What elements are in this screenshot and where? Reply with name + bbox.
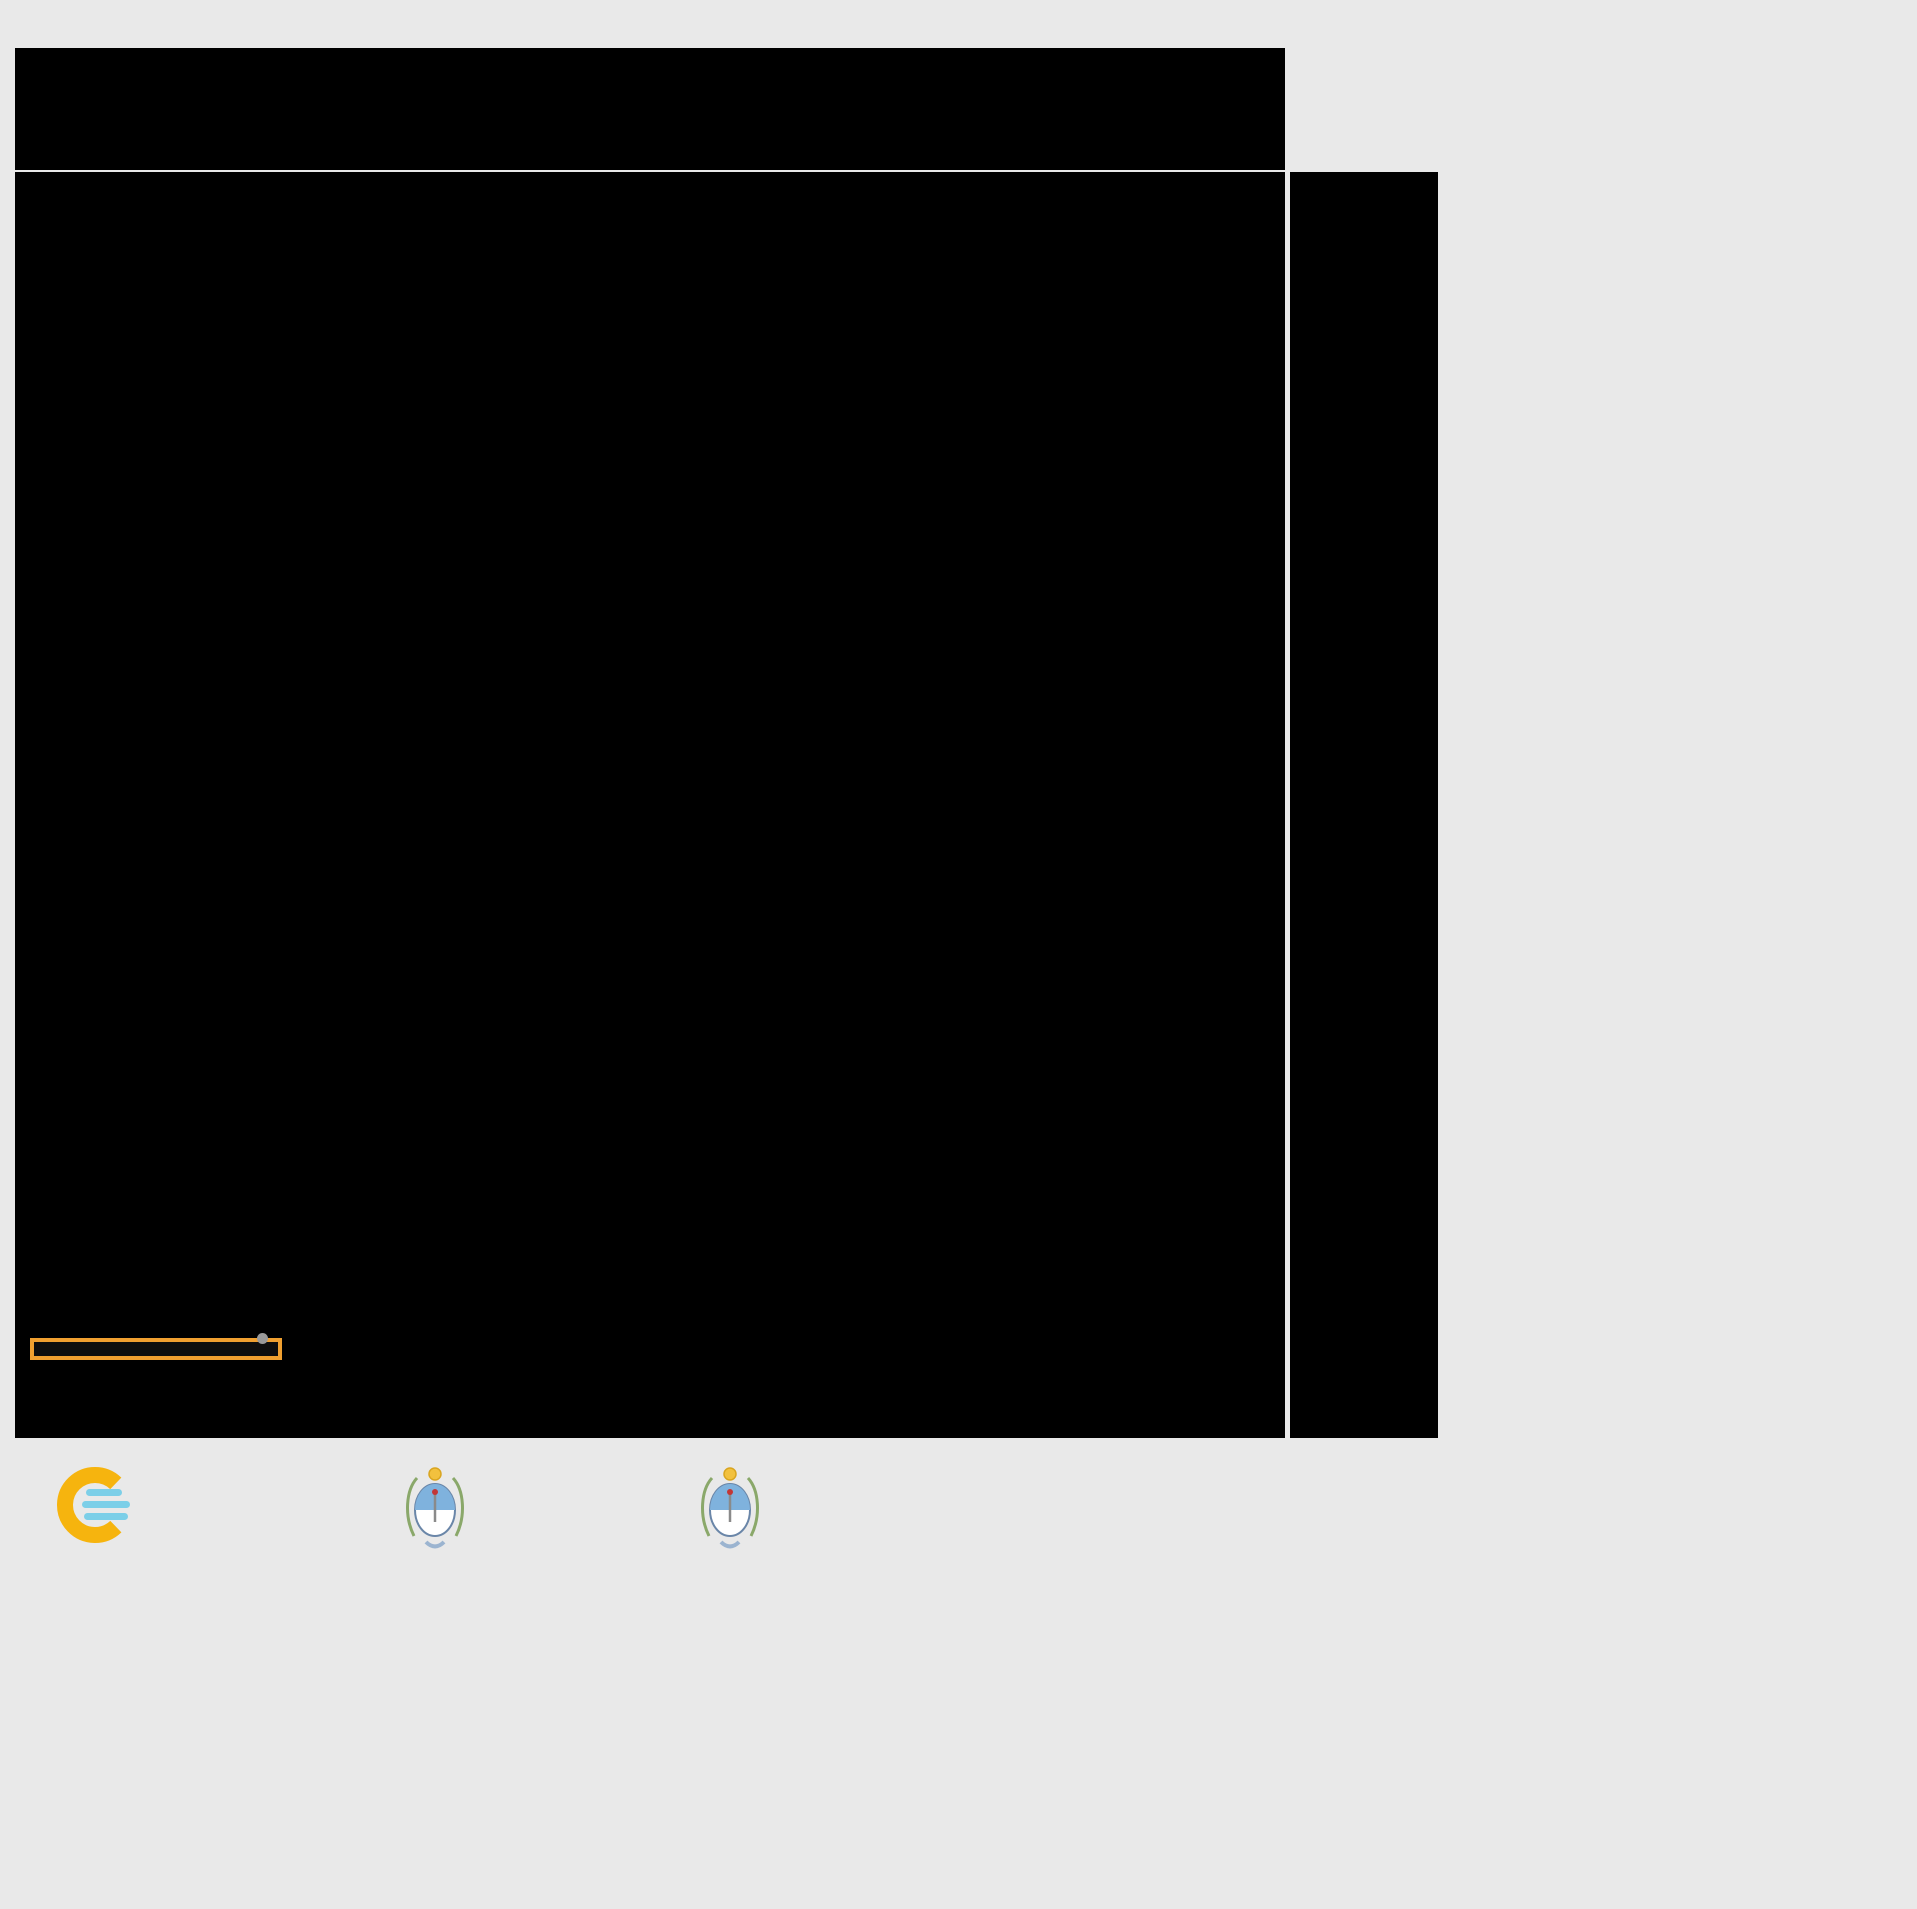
station-dot <box>257 1333 268 1344</box>
vertical-cross-section-right <box>1290 172 1438 1438</box>
coat-of-arms-defensa-icon <box>402 1462 468 1559</box>
footer <box>0 1452 1100 1592</box>
short-term-warnings-badge[interactable] <box>30 1333 282 1360</box>
smn-wave-3 <box>84 1513 128 1520</box>
top-cross-section-canvas <box>15 48 1285 170</box>
radar-map-canvas <box>15 172 1285 1438</box>
smn-wave-1 <box>86 1489 122 1496</box>
right-cross-section-canvas <box>1290 172 1438 1438</box>
dbz-colorbar <box>1448 186 1578 1431</box>
colorbar-canvas <box>1448 186 1578 1431</box>
smn-logo <box>52 1462 138 1553</box>
vertical-cross-section-top <box>15 48 1285 170</box>
radar-map-panel <box>15 172 1285 1438</box>
smn-sun-arc <box>57 1467 133 1543</box>
smn-wave-2 <box>82 1501 130 1508</box>
coat-of-arms-economia-icon <box>697 1462 763 1559</box>
